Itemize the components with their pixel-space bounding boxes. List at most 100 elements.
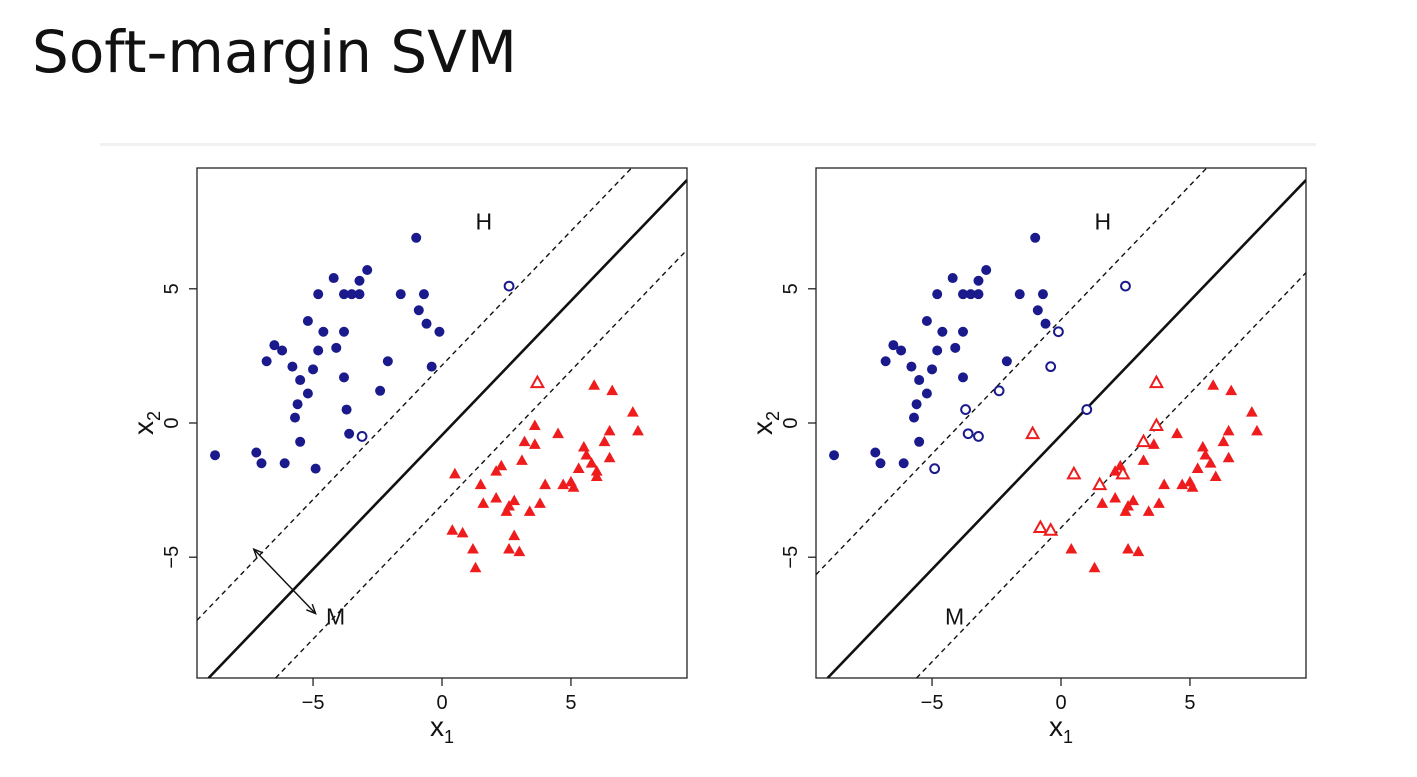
class-point <box>914 436 925 447</box>
class-point <box>318 326 329 337</box>
y-tick-label: −5 <box>780 546 802 569</box>
class-point <box>500 505 513 516</box>
support-vector-point <box>1148 417 1165 432</box>
class-point <box>1225 384 1238 396</box>
class-point <box>508 529 521 541</box>
y-tick-label: 5 <box>161 283 183 294</box>
y-tick-label: 0 <box>161 417 183 428</box>
support-vector-point <box>1148 374 1165 389</box>
class-point <box>513 545 526 557</box>
x-axis-label-subscript: 1 <box>1063 727 1073 747</box>
class-point <box>1186 481 1199 492</box>
class-point <box>261 356 272 367</box>
hyperplane-label: H <box>1095 209 1112 235</box>
class-point <box>490 491 503 503</box>
class-point <box>888 340 899 351</box>
class-point <box>528 438 541 449</box>
class-point <box>339 326 349 337</box>
support-vector-point <box>960 404 971 415</box>
class-point <box>1251 424 1263 436</box>
class-point <box>603 451 616 463</box>
class-point <box>528 419 541 431</box>
margin-label: M <box>326 603 345 629</box>
class-point <box>1127 494 1140 506</box>
class-point <box>572 462 585 473</box>
class-point <box>411 232 422 243</box>
hyperplane-line <box>826 179 1306 678</box>
class-point <box>490 465 503 476</box>
class-point <box>449 467 461 479</box>
class-point <box>1147 438 1160 449</box>
class-point <box>567 481 580 492</box>
plot-content <box>816 168 1306 678</box>
class-point <box>590 470 603 482</box>
class-point <box>603 424 616 436</box>
margin-arrow-head <box>306 603 317 615</box>
x-tick-label: 0 <box>436 692 447 714</box>
class-point <box>1037 289 1048 300</box>
class-point <box>906 361 917 372</box>
class-point <box>339 372 349 383</box>
class-point <box>269 340 280 351</box>
class-point <box>973 289 984 300</box>
class-point <box>1176 478 1189 490</box>
support-vector-point <box>929 463 941 475</box>
class-point <box>911 399 922 410</box>
class-point <box>534 497 546 508</box>
class-point <box>421 318 432 329</box>
class-point <box>344 428 355 439</box>
class-point <box>477 497 490 508</box>
class-point <box>598 435 611 447</box>
class-point <box>523 505 536 516</box>
class-point <box>302 388 313 399</box>
class-point <box>1207 379 1220 390</box>
x-tick-label: 5 <box>1184 692 1195 714</box>
class-point <box>898 458 909 469</box>
class-point <box>1158 478 1171 490</box>
slide-title: Soft-margin SVM <box>32 18 517 86</box>
class-point <box>446 524 459 535</box>
plot-frame <box>815 167 1307 679</box>
class-point <box>580 449 593 460</box>
class-point <box>1153 497 1165 508</box>
class-point <box>1014 289 1025 300</box>
margin-arrow <box>253 548 317 615</box>
y-tick-label: −5 <box>161 546 183 569</box>
class-point <box>256 458 267 469</box>
class-point <box>1142 505 1155 516</box>
class-point <box>341 404 352 415</box>
support-vector-point <box>1092 476 1108 491</box>
class-point <box>456 526 469 538</box>
class-point <box>973 275 984 286</box>
class-point <box>557 478 570 490</box>
y-axis-label: x2 <box>128 411 164 435</box>
class-point <box>1001 356 1012 367</box>
class-point <box>950 342 961 353</box>
y-tick-label: 0 <box>780 417 802 428</box>
class-point <box>875 458 886 469</box>
class-point <box>518 435 531 447</box>
y-tick-label: 5 <box>780 283 802 294</box>
class-point <box>1217 435 1230 447</box>
class-point <box>426 361 437 372</box>
class-point <box>434 326 445 337</box>
class-point <box>395 289 406 300</box>
class-point <box>516 454 528 465</box>
class-point <box>577 440 590 452</box>
class-point <box>354 275 365 286</box>
class-point <box>346 289 357 300</box>
class-point <box>626 406 639 417</box>
class-point <box>1096 497 1109 508</box>
support-vector-point <box>503 280 515 292</box>
margin-label: M <box>945 603 964 629</box>
support-vector-point <box>1053 326 1064 338</box>
class-point <box>474 478 487 490</box>
class-point <box>932 289 943 300</box>
margin-arrow-head <box>252 547 264 559</box>
class-point <box>829 450 840 461</box>
class-point <box>1119 505 1132 516</box>
right-plot-soft-margin: −5 0 5 −5 0 5 x1 x2 H M <box>747 167 1307 747</box>
class-point <box>981 265 992 275</box>
margin-line <box>816 168 1208 576</box>
class-point <box>292 399 303 410</box>
